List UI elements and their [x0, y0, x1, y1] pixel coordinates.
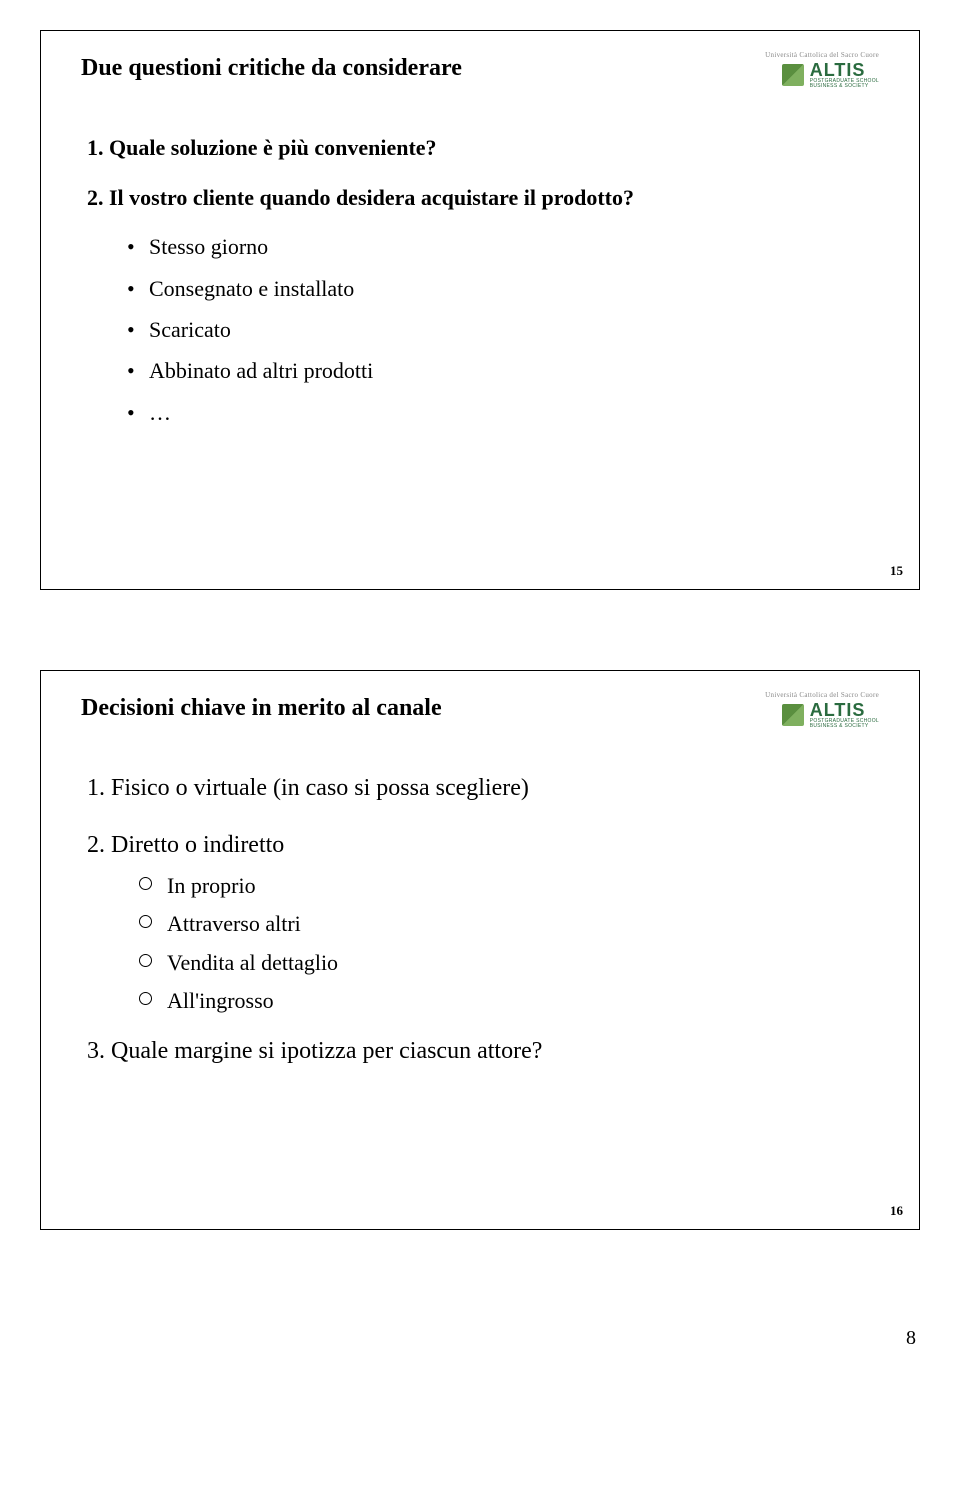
question-2-number: 2.	[87, 179, 104, 216]
logo: Università Cattolica del Sacro Cuore ALT…	[765, 691, 879, 729]
question-1: 1. Quale soluzione è più conveniente?	[87, 129, 879, 166]
decision-2: 2. Diretto o indiretto	[87, 826, 879, 864]
sub-item: All'ingrosso	[139, 983, 879, 1018]
bullet-item: Scaricato	[127, 311, 879, 348]
logo-text: ALTIS POSTGRADUATE SCHOOL BUSINESS & SOC…	[810, 701, 879, 729]
sub-item: Attraverso altri	[139, 906, 879, 941]
decision-3: 3. Quale margine si ipotizza per ciascun…	[87, 1032, 879, 1070]
logo-sub2: BUSINESS & SOCIETY	[810, 84, 879, 89]
decision-1: 1. Fisico o virtuale (in caso si possa s…	[87, 769, 879, 807]
slide-1-number: 15	[890, 563, 903, 579]
altis-leaf-icon	[782, 704, 804, 726]
slide-1: Due questioni critiche da considerare Un…	[40, 30, 920, 590]
slide-2-number: 16	[890, 1203, 903, 1219]
slide-2-title: Decisioni chiave in merito al canale	[81, 691, 442, 722]
logo: Università Cattolica del Sacro Cuore ALT…	[765, 51, 879, 89]
decision-3-text: Quale margine si ipotizza per ciascun at…	[111, 1038, 542, 1064]
decision-2-text: Diretto o indiretto	[111, 832, 284, 858]
sub-item: In proprio	[139, 868, 879, 903]
decision-1-number: 1.	[87, 775, 105, 801]
logo-university: Università Cattolica del Sacro Cuore	[765, 51, 879, 59]
logo-university: Università Cattolica del Sacro Cuore	[765, 691, 879, 699]
decision-3-number: 3.	[87, 1038, 105, 1064]
question-2-text: Il vostro cliente quando desidera acquis…	[109, 185, 634, 210]
bullet-item: …	[127, 394, 879, 431]
logo-main: ALTIS POSTGRADUATE SCHOOL BUSINESS & SOC…	[782, 61, 879, 89]
altis-leaf-icon	[782, 64, 804, 86]
logo-text: ALTIS POSTGRADUATE SCHOOL BUSINESS & SOC…	[810, 61, 879, 89]
question-2-bullets: Stesso giorno Consegnato e installato Sc…	[87, 228, 879, 431]
page-number: 8	[906, 1327, 916, 1350]
document-page: Due questioni critiche da considerare Un…	[0, 0, 960, 1370]
question-1-number: 1.	[87, 129, 104, 166]
bullet-item: Consegnato e installato	[127, 270, 879, 307]
logo-name: ALTIS	[810, 61, 879, 79]
logo-name: ALTIS	[810, 701, 879, 719]
question-2: 2. Il vostro cliente quando desidera acq…	[87, 179, 879, 216]
bullet-item: Stesso giorno	[127, 228, 879, 265]
slide-1-content: 1. Quale soluzione è più conveniente? 2.…	[81, 129, 879, 431]
decision-2-number: 2.	[87, 832, 105, 858]
slide-2: Decisioni chiave in merito al canale Uni…	[40, 670, 920, 1230]
logo-sub2: BUSINESS & SOCIETY	[810, 724, 879, 729]
slide-2-content: 1. Fisico o virtuale (in caso si possa s…	[81, 769, 879, 1070]
slide-1-title: Due questioni critiche da considerare	[81, 51, 462, 82]
slide-1-header: Due questioni critiche da considerare Un…	[81, 51, 879, 89]
sub-item: Vendita al dettaglio	[139, 945, 879, 980]
logo-main: ALTIS POSTGRADUATE SCHOOL BUSINESS & SOC…	[782, 701, 879, 729]
question-1-text: Quale soluzione è più conveniente?	[109, 135, 437, 160]
decision-1-text: Fisico o virtuale (in caso si possa sceg…	[111, 775, 529, 801]
slide-2-header: Decisioni chiave in merito al canale Uni…	[81, 691, 879, 729]
decision-2-subitems: In proprio Attraverso altri Vendita al d…	[87, 868, 879, 1018]
bullet-item: Abbinato ad altri prodotti	[127, 352, 879, 389]
